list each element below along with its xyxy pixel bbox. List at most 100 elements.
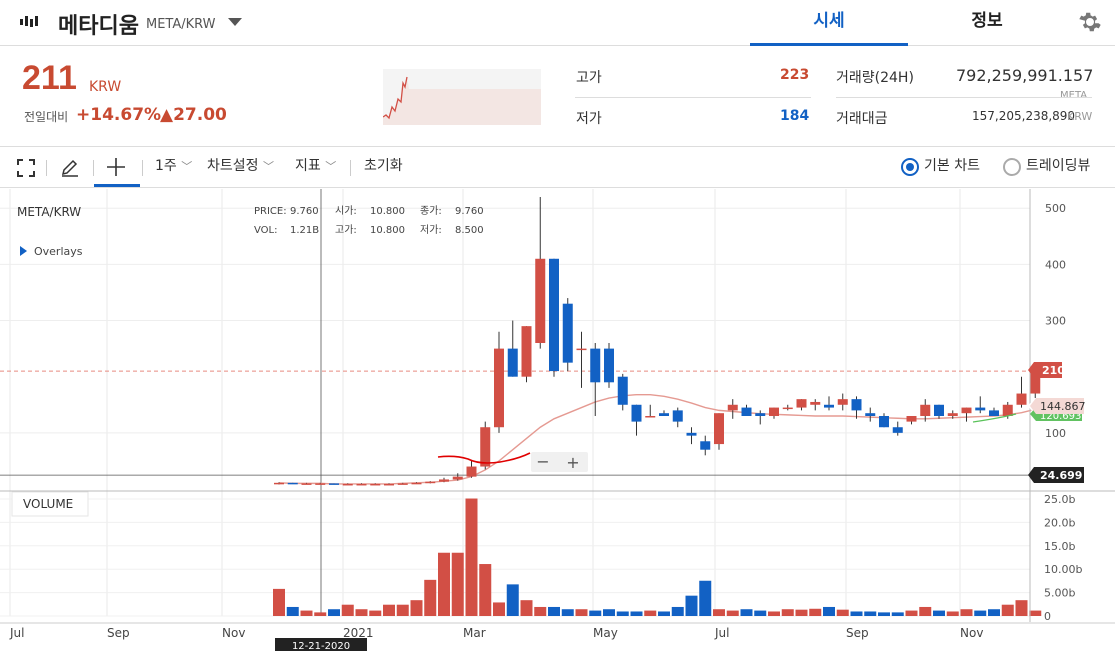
volume-bar [946,611,959,616]
volume-bar [561,609,574,616]
ohlc-legend: PRICE: 9.760 시가: 10.800 종가: 9.760 VOL: 1… [254,205,484,236]
interval-label: 1주 [155,158,177,174]
volume-bar [328,609,340,616]
volume-bar [850,611,863,616]
volume-bar [603,609,615,616]
overlays-toggle[interactable]: Overlays [34,245,83,258]
divider [142,160,143,176]
drawn-annotation[interactable] [437,452,531,464]
candlestick-chart[interactable]: Jul Sep Nov 2021 Mar May Jul Sep Nov 500 400 300 100… [0,189,1115,652]
candle-body [837,399,848,405]
volume-bar [781,609,794,616]
candle-body [700,441,711,450]
volume-bar [1015,600,1028,616]
candle-body [411,482,422,485]
candle-body [370,483,381,486]
zoom-out-button[interactable]: − [536,452,549,471]
indicators-menu[interactable]: 지표 ﹀ [295,155,336,175]
price-unit: KRW [89,79,122,95]
volume-bar [451,552,464,616]
volume-bar [548,606,560,616]
candle-body [755,413,766,416]
volume-label: 거래량(24H) [836,70,914,86]
expand-triangle-icon[interactable] [20,246,27,256]
interval-select[interactable]: 1주 ﹀ [155,155,192,175]
low-label: 저가 [576,111,602,127]
fullscreen-icon[interactable] [17,159,35,177]
candle-body [439,479,449,482]
volume-bar [534,606,547,616]
volume-bar [465,498,478,616]
volume-bar [410,600,423,616]
change-label: 전일대비 [24,110,69,124]
candle-body [961,407,972,414]
chart-settings-label: 차트설정 [207,158,259,174]
coin-symbol[interactable]: META/KRW [146,17,216,32]
candle-body [494,348,504,428]
volume-bar [671,606,684,616]
volume-bar [1029,610,1042,616]
crosshair-date-text: 12-21-2020 [292,641,350,651]
chevron-down-icon[interactable] [228,18,242,26]
candle-body [1002,404,1013,416]
volume-bar [795,609,808,616]
volume-bar [396,604,409,616]
candle-body [769,407,779,416]
chart-settings-menu[interactable]: 차트설정 ﹀ [207,155,274,175]
divider [93,160,94,176]
chart-symbol: META/KRW [17,205,81,219]
price-chart-area[interactable]: Jul Sep Nov 2021 Mar May Jul Sep Nov 500 400 300 100… [0,189,1115,652]
zoom-controls: − + [531,452,588,472]
candle-body [549,258,559,372]
volume-bar [726,610,739,616]
volume-bar [685,595,698,616]
legend-low-value: 8.500 [455,225,484,236]
candle-body [576,348,587,351]
tab-price[interactable]: 시세 [750,0,908,46]
volume-bar [286,606,299,616]
candle-body [645,416,656,418]
volume-bar [493,602,505,616]
candle-body [604,348,614,383]
candle-body [782,407,793,410]
volume-tick-label: 25.0b [1044,493,1075,506]
basic-chart-radio[interactable] [901,158,919,176]
volume-bar [754,610,767,616]
pencil-icon[interactable] [60,158,80,178]
candle-body [920,404,931,416]
drawn-trendline[interactable] [972,413,1017,423]
legend-open-label: 시가: [335,205,357,217]
change-amount: ▲27.00 [160,105,227,125]
tab-info[interactable]: 정보 [971,11,1003,31]
reset-button[interactable]: 초기화 [364,158,403,174]
basic-chart-label[interactable]: 기본 차트 [924,158,980,174]
volume-bar [823,606,835,616]
tradingview-label[interactable]: 트레이딩뷰 [1026,158,1091,174]
crosshair-icon[interactable] [106,157,126,177]
ma-tag-bg [1030,398,1084,414]
volume-bar [933,610,945,616]
candle-body [287,482,298,485]
candle-body [851,399,862,411]
axes: Jul Sep Nov 2021 Mar May Jul Sep Nov 500 400 300 100… [0,189,1115,640]
candle-body [274,482,284,485]
x-tick-label: Sep [107,626,130,640]
gear-icon[interactable] [1078,10,1102,34]
candle-body [947,413,958,416]
active-tool-indicator [94,184,140,187]
legend-high-label: 고가: [335,224,357,236]
divider [350,160,351,176]
tradingview-radio[interactable] [1003,158,1021,176]
candle-body [810,401,821,405]
volume-tick-label: 15.0b [1044,540,1075,553]
volume-label: VOLUME [23,497,73,511]
volume-bar [314,612,327,616]
candle-body [727,404,738,411]
change-percent: +14.67% [76,105,162,125]
coin-name[interactable]: 메타디움 [58,14,139,39]
zoom-in-button[interactable]: + [566,453,579,472]
volume-bar [355,609,368,616]
volume-bar [369,610,382,616]
chart-grid [0,189,1030,617]
volume-bar [1001,604,1014,616]
